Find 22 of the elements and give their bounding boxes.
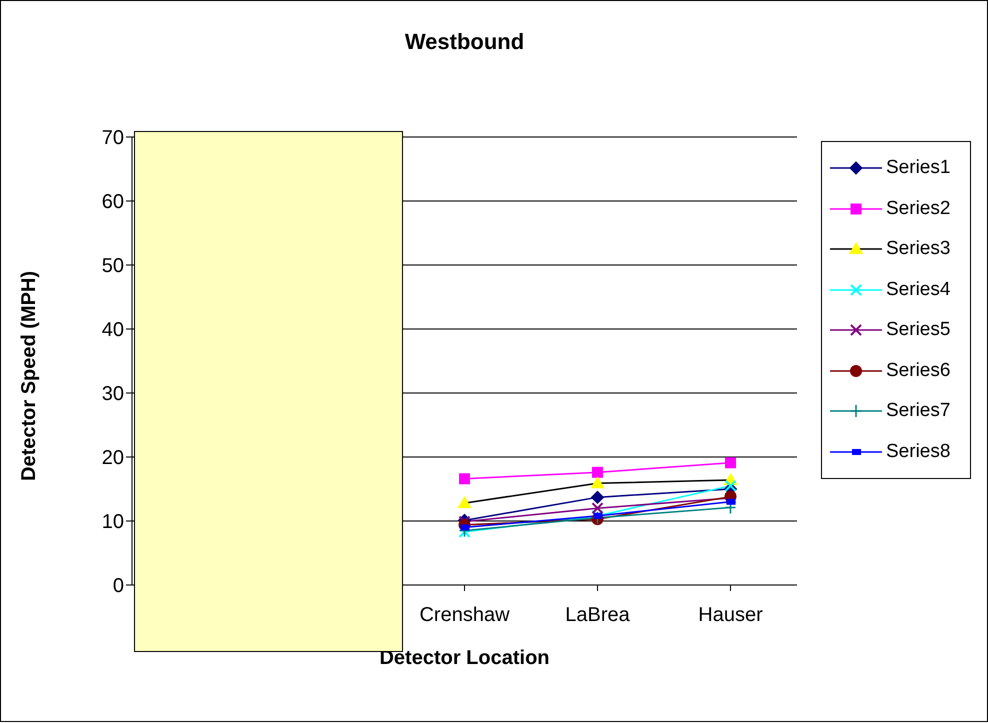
legend-label: Series6 (886, 360, 950, 382)
y-tick-label: 40 (102, 319, 124, 342)
x-axis-title: Detector Location (379, 647, 550, 670)
x-tick-label: Hauser (698, 604, 764, 626)
legend-label: Series3 (886, 238, 950, 260)
legend-label: Series1 (886, 157, 950, 180)
legend-label: Series8 (886, 440, 950, 463)
y-tick-label: 50 (102, 255, 124, 278)
legend-label: Series7 (886, 400, 950, 422)
x-tick-label: LaBrea (565, 604, 631, 626)
y-axis-title: Detector Speed (MPH) (18, 270, 40, 481)
y-tick-label: 0 (112, 575, 124, 598)
y-tick-label: 30 (102, 383, 124, 406)
legend-label: Series4 (886, 278, 950, 301)
y-tick-label: 60 (102, 191, 124, 214)
y-tick-label: 20 (102, 447, 124, 470)
y-tick-label: 70 (102, 127, 124, 150)
y-tick-label: 10 (102, 511, 124, 534)
legend-label: Series2 (886, 198, 950, 220)
x-tick-label: Crenshaw (419, 604, 510, 626)
chart-title: Westbound (404, 29, 526, 55)
legend-label: Series5 (886, 319, 950, 342)
